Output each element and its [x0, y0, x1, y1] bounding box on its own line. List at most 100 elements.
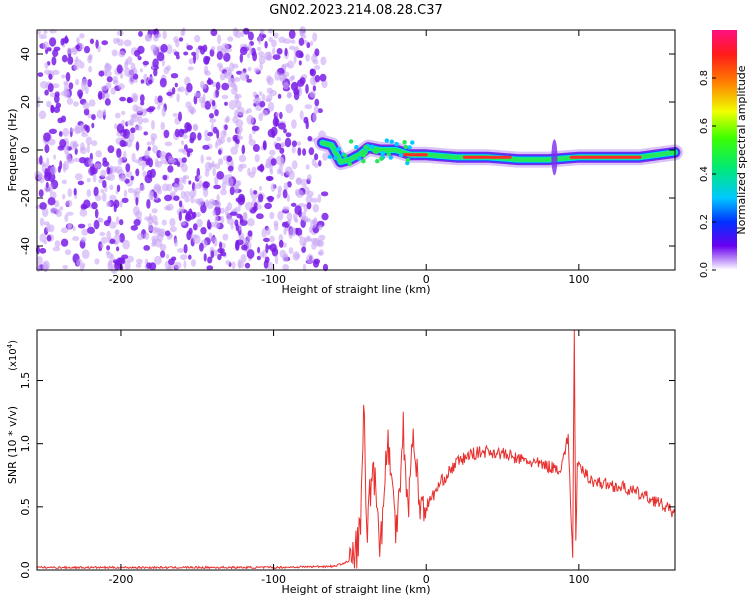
noise-speck [154, 255, 162, 265]
noise-speck [246, 78, 253, 83]
ridge-speck [363, 144, 368, 150]
noise-speck [279, 147, 285, 154]
noise-speck [254, 154, 260, 163]
noise-speck [109, 221, 117, 229]
noise-speck [287, 91, 292, 98]
noise-speck [308, 226, 313, 233]
noise-speck [143, 245, 151, 251]
noise-speck [306, 254, 314, 264]
noise-speck [265, 243, 269, 254]
noise-speck [130, 225, 138, 231]
noise-speck [266, 196, 275, 201]
noise-speck [119, 96, 126, 102]
noise-speck [100, 236, 108, 244]
noise-speck [277, 190, 282, 198]
y-tick-label: 1.0 [19, 435, 32, 453]
noise-speck [317, 193, 322, 203]
noise-speck [54, 94, 60, 104]
ridge-speck [327, 154, 333, 160]
noise-speck [295, 189, 304, 198]
noise-speck [74, 147, 78, 155]
noise-speck [291, 145, 296, 154]
noise-speck [178, 111, 182, 122]
noise-speck [152, 58, 159, 68]
noise-speck [116, 30, 124, 36]
noise-speck [107, 145, 115, 154]
noise-speck [282, 206, 290, 211]
noise-speck [173, 195, 180, 201]
noise-speck [303, 116, 309, 124]
noise-speck [37, 72, 44, 77]
noise-speck [241, 244, 248, 251]
noise-speck [177, 248, 185, 253]
noise-speck [39, 247, 47, 254]
noise-speck [312, 59, 319, 65]
ridge-speck [380, 151, 385, 156]
noise-speck [289, 76, 295, 82]
noise-speck [312, 112, 317, 123]
noise-speck [153, 34, 159, 42]
noise-speck [275, 112, 281, 117]
noise-speck [60, 38, 65, 46]
noise-speck [111, 49, 118, 57]
noise-speck [192, 53, 196, 64]
noise-speck [307, 135, 313, 142]
noise-speck [190, 259, 197, 267]
noise-speck [102, 180, 107, 188]
noise-speck [269, 235, 275, 243]
noise-speck [188, 58, 194, 65]
noise-speck [214, 176, 219, 186]
colorbar: 0.0 0.2 0.4 0.6 0.8 Normalized spectral ampl… [699, 30, 748, 278]
noise-speck [118, 83, 125, 90]
noise-speck [274, 71, 280, 81]
noise-speck [39, 233, 47, 243]
noise-speck [82, 262, 86, 268]
ridge-speck [361, 158, 366, 164]
noise-speck [161, 219, 167, 226]
noise-speck [196, 218, 203, 228]
colorbar-tick-label: 0.6 [699, 118, 710, 134]
noise-speck [39, 217, 45, 227]
noise-speck [220, 215, 225, 224]
noise-speck [122, 239, 130, 250]
noise-speck [44, 62, 49, 69]
noise-speck [299, 77, 306, 85]
noise-speck [174, 261, 182, 270]
noise-speck [193, 124, 199, 131]
y-tick-label: 40 [19, 47, 32, 61]
snr-frame [36, 329, 676, 571]
noise-speck [91, 114, 96, 121]
noise-speck [178, 200, 183, 208]
noise-speck [61, 74, 66, 79]
noise-speck [241, 144, 246, 155]
noise-speck [206, 265, 214, 271]
noise-speck [146, 141, 152, 146]
noise-speck [270, 158, 277, 166]
noise-speck [138, 30, 143, 37]
noise-speck [114, 166, 123, 173]
noise-speck [106, 76, 113, 83]
noise-speck [51, 69, 60, 76]
noise-speck [169, 218, 176, 227]
snr-panel: -200 -100 0 100 0.0 0.5 1.0 1.5 Height of stra… [6, 329, 676, 596]
noise-speck [48, 73, 53, 80]
noise-speck [160, 121, 165, 131]
noise-speck [79, 61, 85, 69]
noise-speck [220, 188, 227, 196]
spectrogram-y-label: Frequency (Hz) [6, 109, 19, 192]
noise-speck [200, 203, 207, 214]
noise-speck [147, 216, 154, 225]
noise-speck [235, 138, 240, 145]
noise-speck [299, 110, 304, 120]
noise-speck [123, 189, 128, 198]
noise-speck [289, 227, 296, 237]
noise-speck [66, 97, 74, 105]
noise-speck [299, 26, 307, 36]
noise-speck [212, 167, 216, 177]
noise-speck [258, 113, 264, 122]
noise-speck [258, 91, 263, 96]
noise-speck [299, 52, 304, 58]
noise-speck [216, 45, 223, 53]
noise-speck [266, 94, 273, 102]
noise-speck [221, 181, 227, 190]
